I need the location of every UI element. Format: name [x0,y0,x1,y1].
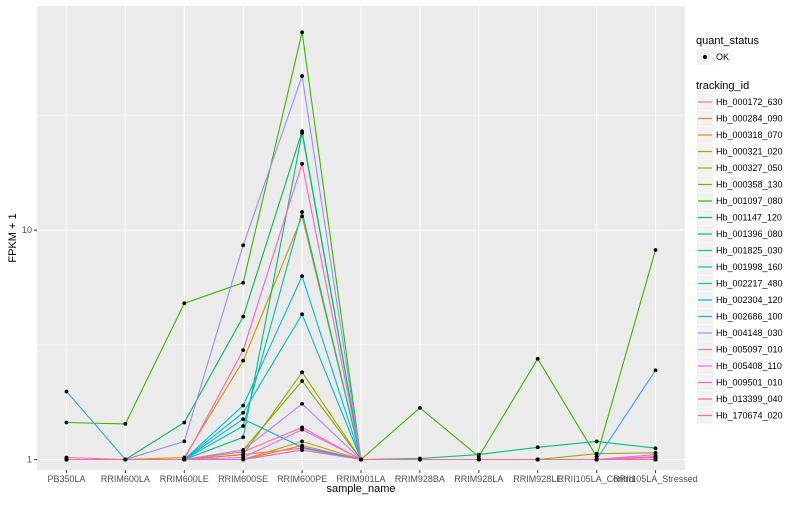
data-point [300,30,304,35]
data-point [182,457,187,462]
series-points [64,30,658,462]
data-point [418,457,422,462]
legend-color-label: Hb_001825_030 [716,246,783,256]
legend-color-label: Hb_000318_070 [716,130,783,140]
data-point [64,455,69,460]
data-point [476,452,481,457]
legend-color-label: Hb_013399_040 [716,394,783,404]
legend-color-label: Hb_001396_080 [716,229,783,239]
data-point [594,451,599,456]
legend-color-label: Hb_002686_100 [716,312,783,322]
data-point [241,243,246,248]
data-point [653,457,658,462]
legend-color-label: Hb_000358_130 [716,180,783,190]
data-point [653,368,658,373]
x-tick-label: RRIM928LA [454,474,503,484]
y-tick-label: 10 [22,225,32,235]
data-point [182,301,187,306]
data-point [653,248,658,252]
data-point [594,439,599,444]
x-tick-label: RRIM901LA [336,474,385,484]
x-axis-title: sample_name [326,483,395,495]
data-point [241,403,246,408]
x-tick-label: RRIM600PE [277,474,327,484]
data-point [241,449,246,454]
data-point [300,445,304,450]
data-point [300,379,304,383]
y-axis-title: FPKM + 1 [7,213,19,262]
legend-shape-title: quant_status [696,35,759,47]
data-point [300,439,304,444]
data-point [653,454,658,459]
data-point [300,370,304,375]
x-tick-label: PB350LA [47,474,85,484]
data-point [300,312,304,317]
legend-color-label: Hb_009501_010 [716,378,783,388]
data-point [300,274,304,279]
data-point [182,439,187,444]
legend-color-title: tracking_id [696,80,749,92]
x-tick-label: RRII105LA_Stressed [613,474,698,484]
legend-shape-label: OK [716,52,729,62]
legend-color-label: Hb_001097_080 [716,196,783,206]
data-point [300,210,304,214]
data-point [594,457,599,462]
x-tick-label: RRIM600SE [218,474,268,484]
legend-color-label: Hb_000172_630 [716,97,783,107]
legend-color-label: Hb_002304_120 [716,295,783,305]
x-tick-label: RRIM600LA [101,474,150,484]
data-point [241,424,246,428]
legend-color-label: Hb_005097_010 [716,345,783,355]
legend: quant_status OK tracking_id Hb_000172_63… [696,35,783,424]
x-tick-label: RRIM928LE [513,474,562,484]
data-point [300,401,304,406]
legend-color-label: Hb_170674_020 [716,411,783,421]
data-point [123,457,128,462]
x-tick-label: RRIM600LE [160,474,209,484]
data-point [418,405,422,410]
x-axis-ticks: PB350LA RRIM600LA RRIM600LE RRIM600SE RRIM60… [47,470,698,484]
legend-color-label: Hb_001147_120 [716,213,782,223]
y-tick-label: 1 [27,455,32,465]
data-point [300,214,304,219]
data-point [64,389,69,394]
x-tick-label: RRII105LA_Control [558,474,636,484]
data-point [359,457,363,462]
legend-color-label: Hb_004148_030 [716,328,783,338]
legend-color-label: Hb_001998_160 [716,262,783,272]
legend-color-label: Hb_005408_110 [716,361,782,371]
data-point [535,445,540,450]
data-point [653,446,658,451]
data-point [241,452,246,457]
data-point [594,454,599,459]
legend-shape-key [703,55,707,59]
data-point [241,410,246,415]
data-point [300,161,304,166]
data-point [123,421,128,426]
x-tick-label: RRIM928BA [395,474,445,484]
data-point [241,457,246,462]
data-point [535,356,540,361]
data-point [300,425,304,430]
data-point [241,417,246,422]
data-point [241,348,246,352]
data-point [300,74,304,78]
legend-color-label: Hb_000327_050 [716,163,783,173]
data-point [476,457,481,462]
data-point [535,457,540,462]
data-point [241,314,246,319]
data-point [241,435,246,440]
data-point [300,448,304,452]
data-point [241,280,246,285]
data-point [241,358,246,363]
legend-color-label: Hb_000321_020 [716,147,783,157]
data-point [64,420,69,425]
data-point [182,420,187,425]
y-axis-ticks: 1 10 [22,225,37,465]
legend-color-label: Hb_000284_090 [716,114,783,124]
data-point [300,131,304,136]
legend-color-label: Hb_002217_480 [716,279,783,289]
